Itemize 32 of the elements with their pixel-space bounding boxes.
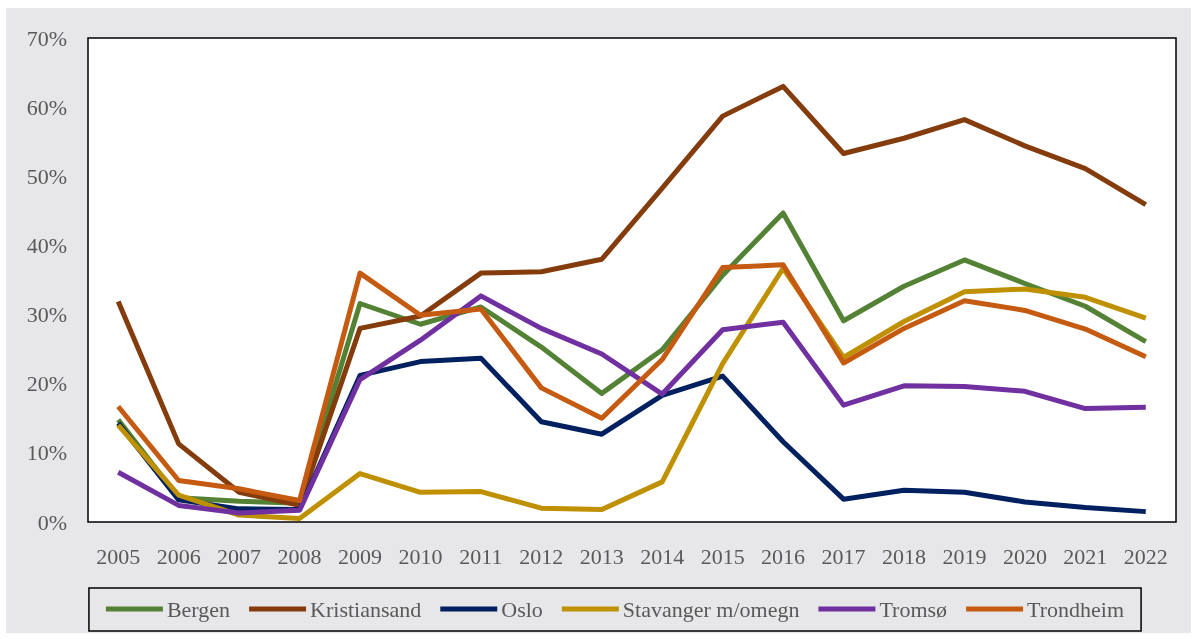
y-tick-label: 50% xyxy=(26,163,67,189)
x-tick-label: 2005 xyxy=(96,543,141,569)
x-tick-label: 2014 xyxy=(640,543,685,569)
y-tick-label: 20% xyxy=(26,371,67,397)
legend-label: Tromsø xyxy=(879,597,948,622)
legend-label: Trondheim xyxy=(1027,597,1125,622)
y-tick-label: 10% xyxy=(26,440,67,466)
legend-label: Kristiansand xyxy=(310,597,422,622)
x-tick-label: 2012 xyxy=(519,543,564,569)
y-tick-label: 0% xyxy=(37,509,67,535)
x-tick-label: 2009 xyxy=(338,543,382,569)
x-tick-label: 2007 xyxy=(217,543,262,569)
x-tick-label: 2006 xyxy=(156,543,201,569)
legend-label: Oslo xyxy=(501,597,543,622)
x-tick-label: 2010 xyxy=(398,543,443,569)
y-tick-label: 40% xyxy=(26,232,67,258)
y-tick-label: 70% xyxy=(26,25,67,51)
legend-label: Stavanger m/omegn xyxy=(622,597,800,622)
x-tick-label: 2022 xyxy=(1123,543,1168,569)
x-tick-label: 2017 xyxy=(821,543,866,569)
x-tick-label: 2008 xyxy=(277,543,322,569)
legend-label: Bergen xyxy=(166,597,231,622)
y-tick-label: 30% xyxy=(26,302,67,328)
x-tick-label: 2019 xyxy=(942,543,987,569)
x-tick-label: 2013 xyxy=(579,543,624,569)
y-tick-label: 60% xyxy=(26,94,67,120)
x-tick-label: 2011 xyxy=(459,543,503,569)
x-tick-label: 2020 xyxy=(1002,543,1047,569)
x-tick-label: 2015 xyxy=(700,543,745,569)
x-tick-label: 2021 xyxy=(1063,543,1108,569)
x-tick-label: 2018 xyxy=(882,543,926,569)
x-tick-label: 2016 xyxy=(761,543,806,569)
